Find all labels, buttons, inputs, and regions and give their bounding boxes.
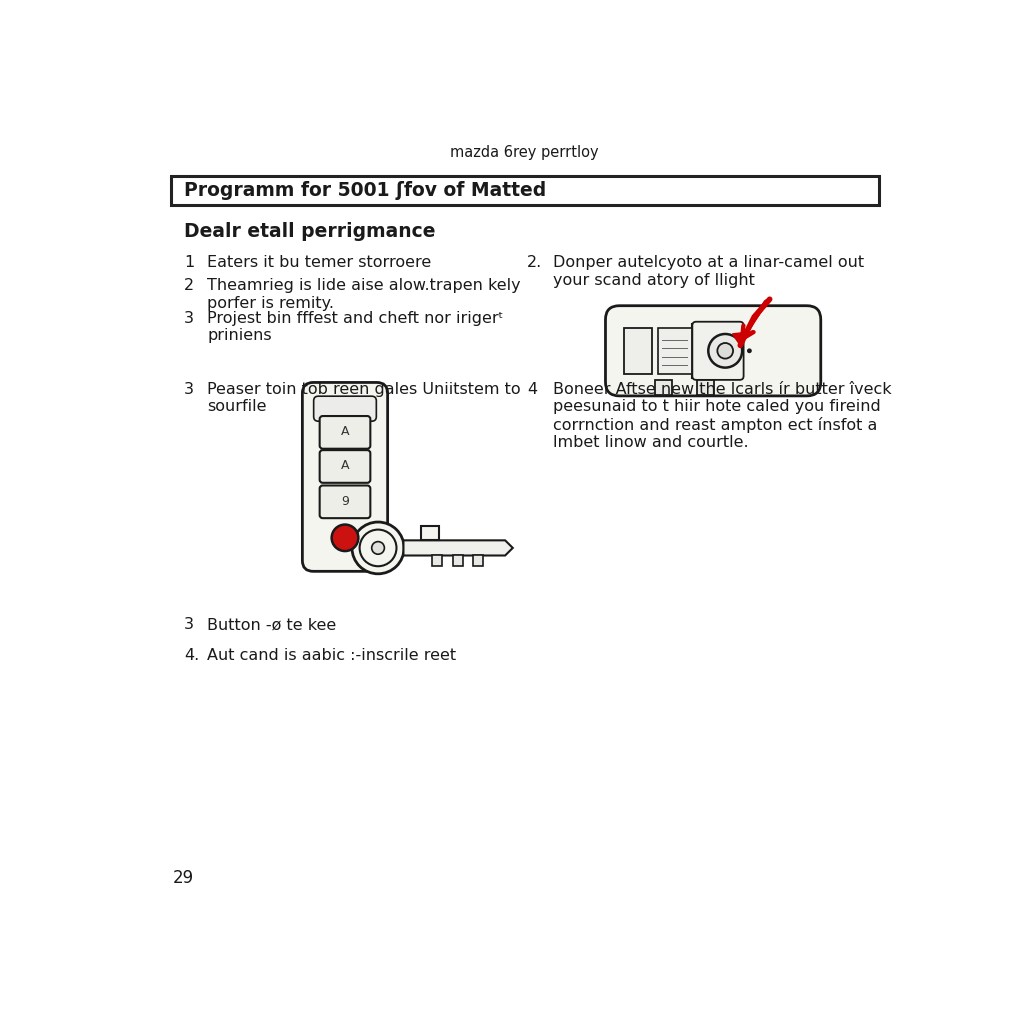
Ellipse shape <box>359 529 396 566</box>
Text: Programm for 5001 ʃfov of Matted: Programm for 5001 ʃfov of Matted <box>183 181 546 200</box>
Circle shape <box>746 348 752 353</box>
Text: 3: 3 <box>183 310 194 326</box>
FancyBboxPatch shape <box>171 176 879 205</box>
Ellipse shape <box>352 522 404 573</box>
Polygon shape <box>453 555 463 565</box>
Text: Α: Α <box>341 425 349 438</box>
Text: 2: 2 <box>183 279 194 294</box>
FancyBboxPatch shape <box>697 380 714 395</box>
FancyBboxPatch shape <box>605 306 821 396</box>
Text: Projest bin fffest and cheft nor irigerᵗ
priniens: Projest bin fffest and cheft nor irigerᵗ… <box>207 310 504 343</box>
FancyBboxPatch shape <box>302 382 388 571</box>
Text: Α: Α <box>341 460 349 472</box>
Polygon shape <box>403 541 513 555</box>
FancyBboxPatch shape <box>655 380 672 395</box>
Text: 4.: 4. <box>183 648 199 663</box>
Circle shape <box>718 343 733 358</box>
Text: Aut cand is aabic :-inscrile reet: Aut cand is aabic :-inscrile reet <box>207 648 456 663</box>
Text: Button -ø te kee: Button -ø te kee <box>207 617 336 632</box>
Text: Theamrieg is lide aise alow.trapen kely
porfer is remity.: Theamrieg is lide aise alow.trapen kely … <box>207 279 520 311</box>
FancyBboxPatch shape <box>692 322 743 380</box>
Text: Donper autеlcyoto at a linar-camel out
your scand atory of llight: Donper autеlcyoto at a linar-camel out y… <box>553 255 864 288</box>
FancyBboxPatch shape <box>319 416 371 449</box>
Circle shape <box>372 542 384 554</box>
Polygon shape <box>473 555 483 565</box>
Text: Boneer Aftse new the lcarls ír butter îveck
peesunaid to t hiir hote caled you f: Boneer Aftse new the lcarls ír butter îv… <box>553 382 891 450</box>
Text: 9: 9 <box>341 495 349 508</box>
Circle shape <box>332 524 358 551</box>
Text: 4: 4 <box>527 382 538 396</box>
Polygon shape <box>732 333 746 345</box>
FancyBboxPatch shape <box>624 328 652 374</box>
FancyBboxPatch shape <box>319 485 371 518</box>
Text: 3: 3 <box>183 382 194 396</box>
Text: Dealr etall perrigmance: Dealr etall perrigmance <box>183 222 435 242</box>
Circle shape <box>709 334 742 368</box>
Polygon shape <box>432 555 441 565</box>
Text: Eaters it bu temer storroere: Eaters it bu temer storroere <box>207 255 431 270</box>
Polygon shape <box>421 526 439 541</box>
Text: Peaser toin tob reen gales Uniitstem to
sourfile: Peaser toin tob reen gales Uniitstem to … <box>207 382 520 414</box>
Text: 1: 1 <box>183 255 195 270</box>
Text: 3: 3 <box>183 617 194 632</box>
Text: mazda 6rey perrtloy: mazda 6rey perrtloy <box>451 145 599 160</box>
FancyBboxPatch shape <box>658 328 691 374</box>
Text: 29: 29 <box>173 868 195 887</box>
FancyBboxPatch shape <box>319 451 371 482</box>
FancyBboxPatch shape <box>313 396 377 421</box>
Text: 2.: 2. <box>527 255 543 270</box>
